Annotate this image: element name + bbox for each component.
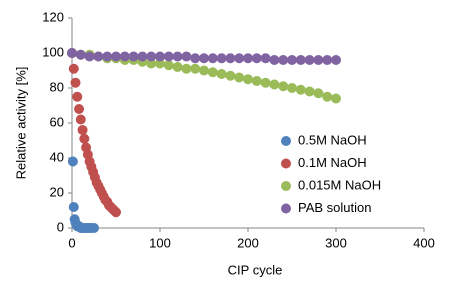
y-axis-title: Relative activity [%] <box>13 67 28 180</box>
data-point <box>278 81 289 92</box>
data-point <box>313 88 324 99</box>
data-point <box>119 51 130 62</box>
x-tick-label: 400 <box>413 235 435 250</box>
data-point <box>93 51 104 62</box>
data-point <box>331 55 341 65</box>
data-point <box>216 69 227 79</box>
data-point <box>146 58 157 69</box>
legend-label: PAB solution <box>298 200 371 215</box>
data-point <box>68 202 79 212</box>
data-point <box>128 51 139 62</box>
data-point <box>260 53 271 64</box>
data-point <box>207 53 218 64</box>
data-point <box>269 55 280 65</box>
y-tick-label: 60 <box>50 114 64 129</box>
data-point <box>260 77 271 88</box>
y-tick-label: 100 <box>42 44 64 59</box>
data-point <box>102 51 113 62</box>
data-point <box>295 84 306 95</box>
data-point <box>190 53 201 64</box>
data-point <box>155 58 165 69</box>
data-point <box>295 55 306 65</box>
data-point <box>190 63 201 74</box>
data-point <box>234 72 245 83</box>
data-point <box>77 125 88 135</box>
x-tick-label: 200 <box>237 235 259 250</box>
data-point <box>304 86 315 97</box>
data-point <box>269 79 280 90</box>
data-point <box>172 62 183 72</box>
data-point <box>304 55 315 65</box>
x-tick-label: 0 <box>68 235 75 250</box>
x-tick-label: 100 <box>149 235 171 250</box>
y-tick-label: 0 <box>57 219 64 234</box>
data-point <box>251 76 262 86</box>
y-tick-label: 80 <box>50 79 64 94</box>
data-point <box>322 55 333 65</box>
data-point <box>68 63 79 74</box>
data-point <box>111 51 121 62</box>
y-tick-label: 120 <box>42 9 64 24</box>
data-point <box>181 63 192 74</box>
data-point <box>234 53 245 64</box>
data-point <box>322 91 333 102</box>
y-tick-label: 20 <box>50 184 64 199</box>
data-point <box>243 74 253 85</box>
data-point <box>79 133 90 144</box>
data-point <box>74 104 85 114</box>
data-point <box>287 55 297 65</box>
data-point <box>163 60 174 71</box>
data-point <box>137 51 148 62</box>
data-point <box>287 83 297 93</box>
data-point <box>225 70 236 81</box>
data-point <box>172 51 183 62</box>
data-point <box>199 53 209 64</box>
legend-label: 0.1M NaOH <box>298 155 367 170</box>
legend-marker <box>281 158 291 169</box>
legend-marker <box>281 181 291 191</box>
data-point <box>278 55 289 65</box>
data-point <box>199 65 209 76</box>
data-point <box>75 49 86 60</box>
data-point <box>155 51 165 62</box>
data-point <box>163 51 174 62</box>
data-point <box>67 48 77 58</box>
x-axis-title: CIP cycle <box>228 262 283 277</box>
data-point <box>313 55 324 65</box>
legend-marker <box>281 203 291 214</box>
data-point <box>216 53 227 64</box>
data-point <box>84 51 95 62</box>
data-point <box>67 156 78 167</box>
data-point <box>146 51 157 62</box>
data-point <box>207 67 218 78</box>
x-tick-label: 300 <box>325 235 347 250</box>
data-point <box>251 53 262 64</box>
data-point <box>70 77 81 88</box>
data-point <box>181 51 192 62</box>
data-point <box>225 53 236 64</box>
data-point <box>111 207 121 218</box>
legend-marker <box>281 136 291 146</box>
data-point <box>72 91 83 102</box>
data-point <box>89 223 99 233</box>
data-point <box>243 53 253 64</box>
legend-label: 0.5M NaOH <box>298 132 367 147</box>
data-point <box>331 93 341 104</box>
y-tick-label: 40 <box>50 149 64 164</box>
data-point <box>75 114 86 125</box>
legend-label: 0.015M NaOH <box>298 177 381 192</box>
